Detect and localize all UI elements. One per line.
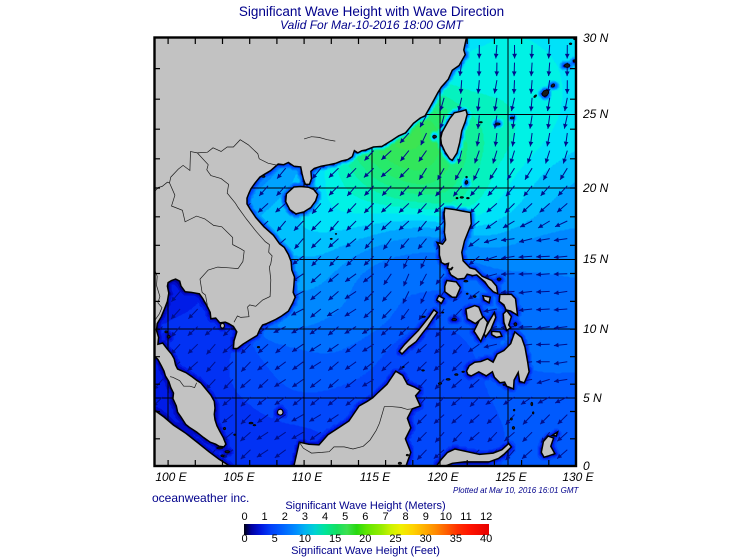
svg-text:5 N: 5 N xyxy=(583,391,602,405)
svg-text:110 E: 110 E xyxy=(292,470,323,484)
svg-text:20 N: 20 N xyxy=(582,181,609,195)
svg-text:130 E: 130 E xyxy=(562,470,594,484)
svg-text:100 E: 100 E xyxy=(155,470,187,484)
svg-text:10 N: 10 N xyxy=(583,322,609,336)
svg-text:115 E: 115 E xyxy=(360,470,391,484)
svg-text:105 E: 105 E xyxy=(223,470,255,484)
svg-text:25 N: 25 N xyxy=(582,107,609,121)
svg-text:15 N: 15 N xyxy=(583,252,609,266)
svg-text:0: 0 xyxy=(583,459,590,473)
svg-text:30 N: 30 N xyxy=(583,31,609,45)
svg-text:120 E: 120 E xyxy=(427,470,459,484)
svg-text:125 E: 125 E xyxy=(495,470,527,484)
